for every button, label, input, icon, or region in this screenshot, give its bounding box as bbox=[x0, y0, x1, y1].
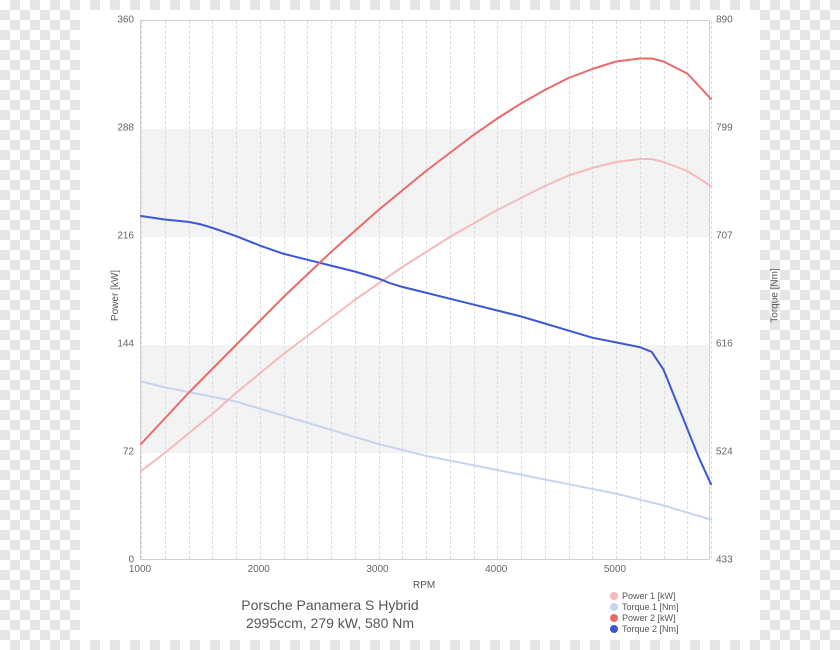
legend-color-dot bbox=[610, 625, 618, 633]
x-tick: 5000 bbox=[604, 564, 626, 575]
y-right-tick: 707 bbox=[716, 231, 733, 242]
x-tick: 2000 bbox=[248, 564, 270, 575]
caption-line1: Porsche Panamera S Hybrid bbox=[200, 596, 460, 614]
chart-caption: Porsche Panamera S Hybrid 2995ccm, 279 k… bbox=[200, 596, 460, 632]
legend-color-dot bbox=[610, 603, 618, 611]
dyno-plot-area bbox=[140, 20, 710, 560]
y-right-tick: 799 bbox=[716, 122, 733, 133]
legend-item: Power 1 [kW] bbox=[610, 591, 679, 601]
x-tick: 3000 bbox=[366, 564, 388, 575]
legend-color-dot bbox=[610, 592, 618, 600]
legend-item: Torque 2 [Nm] bbox=[610, 624, 679, 634]
y-left-tick: 72 bbox=[0, 447, 134, 458]
legend-item: Power 2 [kW] bbox=[610, 613, 679, 623]
grid-dashed-col bbox=[711, 21, 712, 559]
y-right-tick: 890 bbox=[716, 15, 733, 26]
caption-line2: 2995ccm, 279 kW, 580 Nm bbox=[200, 614, 460, 632]
y-right-axis-label: Torque [Nm] bbox=[770, 268, 781, 322]
chart-legend: Power 1 [kW]Torque 1 [Nm]Power 2 [kW]Tor… bbox=[610, 590, 679, 635]
y-right-tick: 524 bbox=[716, 447, 733, 458]
legend-label: Torque 1 [Nm] bbox=[622, 602, 679, 612]
y-left-tick: 288 bbox=[0, 123, 134, 134]
legend-label: Torque 2 [Nm] bbox=[622, 624, 679, 634]
y-left-tick: 144 bbox=[0, 339, 134, 350]
legend-label: Power 1 [kW] bbox=[622, 591, 676, 601]
legend-color-dot bbox=[610, 614, 618, 622]
y-left-tick: 0 bbox=[0, 555, 134, 566]
x-axis-label: RPM bbox=[413, 580, 435, 591]
dyno-lines-svg bbox=[141, 21, 709, 559]
y-left-axis-label: Power [kW] bbox=[110, 270, 121, 321]
legend-item: Torque 1 [Nm] bbox=[610, 602, 679, 612]
y-right-tick: 616 bbox=[716, 338, 733, 349]
y-left-tick: 360 bbox=[0, 15, 134, 26]
x-tick: 1000 bbox=[129, 564, 151, 575]
x-tick: 4000 bbox=[485, 564, 507, 575]
y-left-tick: 216 bbox=[0, 231, 134, 242]
legend-label: Power 2 [kW] bbox=[622, 613, 676, 623]
y-right-tick: 433 bbox=[716, 555, 733, 566]
